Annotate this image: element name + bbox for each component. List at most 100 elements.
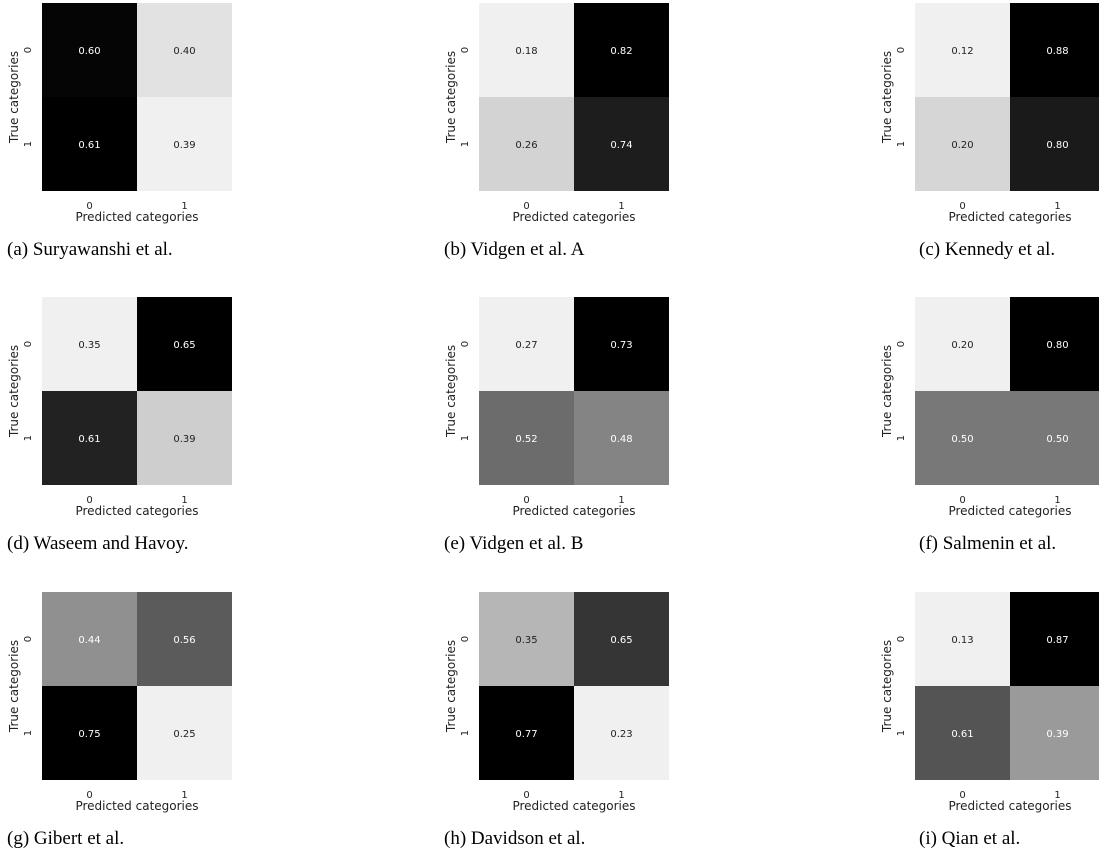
x-axis-label: Predicted categories — [948, 799, 1071, 813]
heatmap-panel: 0.13 0.87 0.61 0.39 0 1 0 1 Predicted categories… — [873, 592, 1099, 860]
cell-value-label: 0.18 — [515, 46, 537, 57]
heatmap-cell — [1010, 686, 1099, 780]
heatmap-cell — [574, 686, 669, 780]
x-tick-label: 0 — [523, 790, 529, 801]
heatmap-panel: 0.20 0.80 0.50 0.50 0 1 0 1 Predicted categories… — [873, 297, 1099, 565]
cell-value-label: 0.65 — [610, 635, 632, 646]
cell-value-label: 0.61 — [951, 729, 973, 740]
y-tick-label: 0 — [23, 47, 34, 53]
x-tick-label: 1 — [618, 790, 624, 801]
y-tick-label: 0 — [460, 636, 471, 642]
x-tick-label: 1 — [1054, 495, 1060, 506]
y-axis-label: True categories — [880, 345, 894, 438]
y-tick-label: 1 — [23, 730, 34, 736]
subfigure-caption: (h) Davidson et al. — [444, 828, 586, 849]
heatmap-cell — [137, 97, 232, 191]
heatmap-panel: 0.18 0.82 0.26 0.74 0 1 0 1 Predicted categories… — [437, 3, 677, 271]
heatmap-panel: 0.27 0.73 0.52 0.48 0 1 0 1 Predicted categories… — [437, 297, 677, 565]
heatmap-panel: 0.44 0.56 0.75 0.25 0 1 0 1 Predicted categories… — [0, 592, 240, 860]
cell-value-label: 0.50 — [1046, 434, 1068, 445]
y-tick-label: 0 — [896, 341, 907, 347]
y-axis-label: True categories — [444, 51, 458, 144]
heatmap-cell — [479, 3, 574, 97]
x-tick-label: 0 — [523, 201, 529, 212]
cell-value-label: 0.44 — [78, 635, 100, 646]
heatmap-cell — [915, 592, 1010, 686]
x-tick-label: 1 — [1054, 790, 1060, 801]
y-tick-label: 0 — [460, 341, 471, 347]
heatmap-cell — [479, 686, 574, 780]
x-axis-label: Predicted categories — [75, 210, 198, 224]
cell-value-label: 0.74 — [610, 140, 632, 151]
cell-value-label: 0.56 — [173, 635, 195, 646]
heatmap-cell — [137, 592, 232, 686]
cell-value-label: 0.20 — [951, 140, 973, 151]
heatmap-cell — [915, 3, 1010, 97]
y-tick-label: 1 — [896, 730, 907, 736]
cell-value-label: 0.88 — [1046, 46, 1068, 57]
cell-value-label: 0.80 — [1046, 340, 1068, 351]
x-axis-label: Predicted categories — [948, 210, 1071, 224]
heatmap-panel: 0.60 0.40 0.61 0.39 0 1 0 1 Predicted categories… — [0, 3, 240, 271]
x-axis-label: Predicted categories — [512, 504, 635, 518]
cell-value-label: 0.77 — [515, 729, 537, 740]
x-axis-label: Predicted categories — [75, 504, 198, 518]
cell-value-label: 0.35 — [515, 635, 537, 646]
cell-value-label: 0.48 — [610, 434, 632, 445]
cell-value-label: 0.20 — [951, 340, 973, 351]
cell-value-label: 0.61 — [78, 434, 100, 445]
y-axis-label: True categories — [444, 345, 458, 438]
y-tick-label: 1 — [460, 730, 471, 736]
heatmap-cell — [42, 297, 137, 391]
heatmap-cell — [479, 97, 574, 191]
heatmap-panel: 0.12 0.88 0.20 0.80 0 1 0 1 Predicted categories… — [873, 3, 1099, 271]
subfigure-caption: (g) Gibert et al. — [7, 828, 125, 849]
cell-value-label: 0.39 — [1046, 729, 1068, 740]
heatmap-cell — [42, 3, 137, 97]
y-tick-label: 1 — [460, 141, 471, 147]
heatmap-cell — [1010, 97, 1099, 191]
cell-value-label: 0.82 — [610, 46, 632, 57]
heatmap-cell — [574, 592, 669, 686]
y-axis-label: True categories — [7, 51, 21, 144]
y-tick-label: 1 — [896, 141, 907, 147]
heatmap-panel: 0.35 0.65 0.77 0.23 0 1 0 1 Predicted categories… — [437, 592, 677, 860]
heatmap-cell — [42, 97, 137, 191]
x-tick-label: 1 — [181, 790, 187, 801]
y-axis-label: True categories — [7, 345, 21, 438]
cell-value-label: 0.23 — [610, 729, 632, 740]
cell-value-label: 0.73 — [610, 340, 632, 351]
subfigure-caption: (i) Qian et al. — [919, 828, 1021, 849]
cell-value-label: 0.12 — [951, 46, 973, 57]
cell-value-label: 0.52 — [515, 434, 537, 445]
x-tick-label: 1 — [618, 495, 624, 506]
heatmap-cell — [574, 297, 669, 391]
subfigure-caption: (c) Kennedy et al. — [919, 239, 1056, 260]
heatmap-cell — [915, 686, 1010, 780]
heatmap-cell — [479, 297, 574, 391]
heatmap-cell — [137, 686, 232, 780]
subfigure-caption: (f) Salmenin et al. — [919, 533, 1057, 554]
heatmap-cell — [1010, 3, 1099, 97]
cell-value-label: 0.65 — [173, 340, 195, 351]
x-axis-label: Predicted categories — [948, 504, 1071, 518]
subfigure-caption: (d) Waseem and Havoy. — [7, 533, 189, 554]
y-tick-label: 0 — [460, 47, 471, 53]
y-tick-label: 1 — [896, 435, 907, 441]
heatmap-cell — [42, 391, 137, 485]
subfigure-caption: (e) Vidgen et al. B — [444, 533, 584, 554]
cell-value-label: 0.87 — [1046, 635, 1068, 646]
heatmap-cell — [137, 391, 232, 485]
heatmap-cell — [574, 97, 669, 191]
cell-value-label: 0.39 — [173, 140, 195, 151]
y-axis-label: True categories — [880, 640, 894, 733]
heatmap-cell — [137, 297, 232, 391]
y-tick-label: 1 — [23, 141, 34, 147]
x-tick-label: 0 — [523, 495, 529, 506]
cell-value-label: 0.61 — [78, 140, 100, 151]
cell-value-label: 0.13 — [951, 635, 973, 646]
